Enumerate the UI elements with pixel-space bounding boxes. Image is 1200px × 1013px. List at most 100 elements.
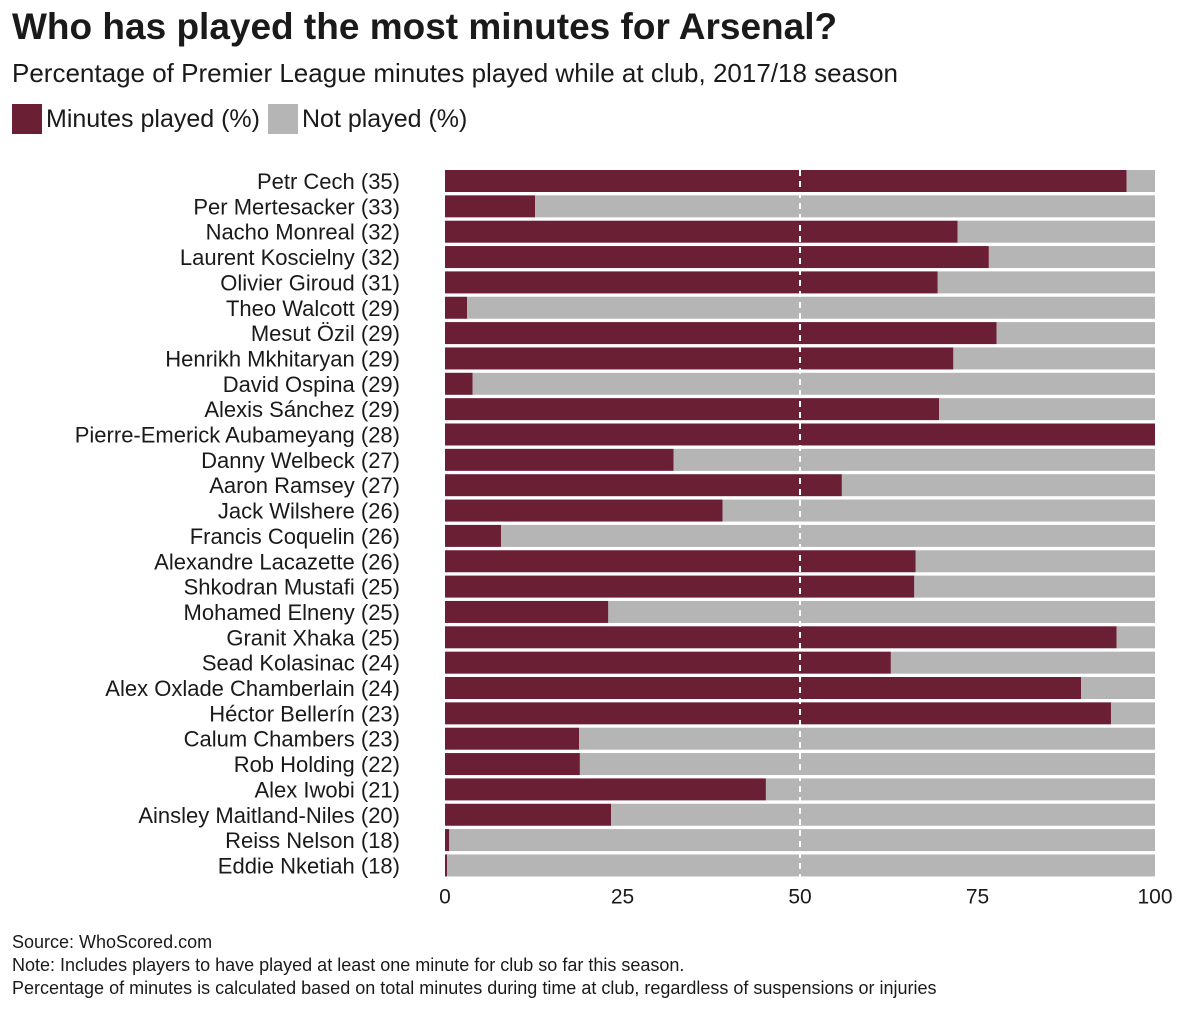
bar-not-played (988, 246, 1155, 269)
category-label: Mesut Özil (29) (251, 321, 400, 346)
bar-not-played (1126, 170, 1155, 192)
bar-not-played (765, 778, 1155, 801)
legend-item-not-played: Not played (%) (267, 104, 468, 134)
bar-not-played (1081, 677, 1155, 699)
bar-played (445, 372, 473, 395)
bar-not-played (579, 727, 1155, 750)
legend: Minutes played (%) Not played (%) (12, 104, 475, 134)
inclusion-note: Note: Includes players to have played at… (12, 955, 685, 975)
bar-not-played (579, 753, 1155, 776)
category-label: Pierre-Emerick Aubameyang (28) (75, 423, 400, 448)
bar-played (445, 702, 1111, 725)
category-label: Rob Holding (22) (234, 752, 400, 777)
category-label: Theo Walcott (29) (226, 296, 400, 321)
bar-played (445, 195, 536, 218)
bar-played (445, 322, 997, 345)
bar-played (445, 448, 674, 471)
bar-played (445, 651, 891, 674)
category-label: Aaron Ramsey (27) (209, 473, 400, 498)
legend-label-played: Minutes played (%) (46, 104, 260, 133)
bar-not-played (996, 322, 1155, 345)
bar-not-played (957, 220, 1155, 243)
category-label: Jack Wilshere (26) (218, 499, 400, 524)
bar-not-played (535, 195, 1155, 218)
bar-played (445, 398, 940, 421)
bar-played (445, 271, 938, 294)
category-label: David Ospina (29) (223, 372, 400, 397)
bar-not-played (449, 829, 1155, 852)
category-label: Eddie Nketiah (18) (218, 853, 400, 878)
bar-not-played (939, 398, 1155, 421)
bar-played (445, 727, 580, 750)
bar-played (445, 626, 1117, 649)
category-label: Alexis Sánchez (29) (204, 397, 400, 422)
bar-played (445, 296, 468, 319)
bar-played (445, 347, 954, 370)
bar-not-played (937, 271, 1155, 294)
category-label: Alex Oxlade Chamberlain (24) (105, 676, 400, 701)
category-label: Nacho Monreal (32) (206, 220, 400, 245)
x-tick-label: 0 (439, 885, 451, 908)
category-label: Calum Chambers (23) (184, 727, 400, 752)
legend-swatch-played (12, 104, 42, 134)
x-tick-label: 100 (1137, 885, 1172, 908)
notes: Source: WhoScored.com Note: Includes pla… (12, 931, 937, 1000)
category-label: Mohamed Elneny (25) (184, 600, 400, 625)
bar-played (445, 600, 609, 623)
category-label: Francis Coquelin (26) (190, 524, 400, 549)
bar-not-played (953, 347, 1155, 370)
bar-not-played (914, 575, 1155, 598)
category-label: Per Mertesacker (33) (193, 194, 400, 219)
category-label: Petr Cech (35) (257, 169, 400, 194)
bar-played (445, 753, 580, 776)
bar-not-played (467, 296, 1155, 319)
category-label: Alexandre Lacazette (26) (154, 549, 400, 574)
bar-played (445, 550, 916, 573)
x-tick-label: 50 (788, 885, 811, 908)
bar-played (445, 829, 450, 852)
chart-title: Who has played the most minutes for Arse… (12, 6, 838, 47)
bar-not-played (608, 600, 1155, 623)
x-tick-label: 25 (611, 885, 634, 908)
legend-swatch-not-played (267, 104, 298, 134)
bar-not-played (673, 448, 1155, 471)
calculation-note: Percentage of minutes is calculated base… (12, 978, 937, 998)
category-label: Laurent Koscielny (32) (180, 245, 400, 270)
bar-played (445, 220, 958, 243)
bar-not-played (890, 651, 1155, 674)
bar-played (445, 170, 1127, 192)
bar-not-played (915, 550, 1155, 573)
legend-label-not-played: Not played (%) (301, 104, 468, 133)
source-note: Source: WhoScored.com (12, 932, 213, 952)
category-label: Sead Kolasinac (24) (202, 651, 400, 676)
bar-not-played (501, 524, 1156, 547)
category-label: Alex Iwobi (21) (254, 777, 400, 802)
bar-played (445, 778, 766, 801)
bar-chart: Petr Cech (35)Per Mertesacker (33)Nacho … (75, 169, 1173, 908)
bar-played (445, 854, 448, 877)
bar-played (445, 575, 915, 598)
bar-not-played (722, 499, 1155, 522)
category-label: Granit Xhaka (25) (226, 625, 400, 650)
category-label: Héctor Bellerín (23) (209, 701, 400, 726)
x-tick-label: 75 (966, 885, 989, 908)
category-label: Shkodran Mustafi (25) (184, 575, 400, 600)
bar-not-played (1116, 626, 1155, 649)
bar-played (445, 499, 723, 522)
category-label: Reiss Nelson (18) (225, 828, 400, 853)
bar-not-played (447, 854, 1155, 877)
bar-not-played (472, 372, 1155, 395)
category-label: Ainsley Maitland-Niles (20) (138, 803, 400, 828)
legend-item-played: Minutes played (%) (12, 104, 260, 134)
bar-not-played (611, 803, 1155, 826)
bar-played (445, 524, 502, 547)
bar-played (445, 677, 1082, 699)
bar-played (445, 803, 612, 826)
bar-not-played (1110, 702, 1155, 725)
chart-subtitle: Percentage of Premier League minutes pla… (12, 58, 899, 88)
category-label: Olivier Giroud (31) (220, 270, 400, 295)
bar-played (445, 474, 842, 497)
bar-played (445, 246, 989, 269)
category-label: Henrikh Mkhitaryan (29) (165, 346, 400, 371)
category-label: Danny Welbeck (27) (201, 448, 400, 473)
